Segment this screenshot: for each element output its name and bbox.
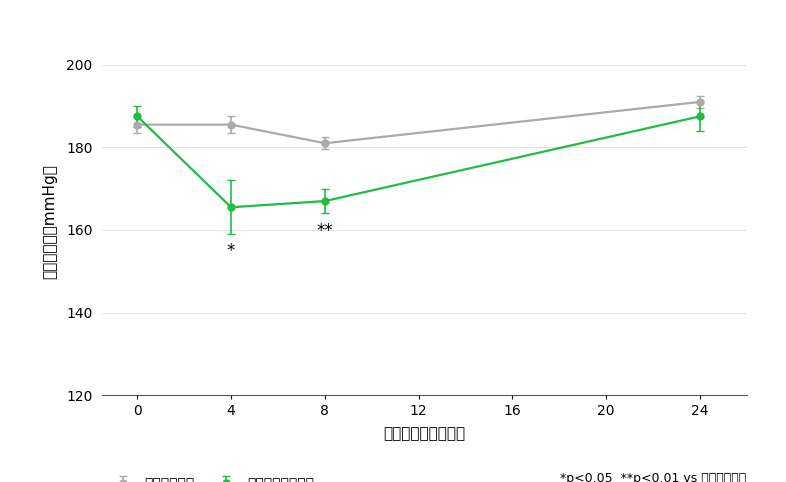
Y-axis label: 収縮時血圧［mmHg］: 収縮時血圧［mmHg］ (42, 164, 57, 279)
Text: *p<0.05  **p<0.01 vs コントロール: *p<0.05 **p<0.01 vs コントロール (560, 471, 747, 482)
X-axis label: 摄取後時間［時間］: 摄取後時間［時間］ (384, 427, 465, 442)
Text: *: * (227, 242, 235, 260)
Text: **: ** (317, 222, 333, 240)
Legend: コントロール, ユーグレナ摄取群: コントロール, ユーグレナ摄取群 (102, 471, 319, 482)
